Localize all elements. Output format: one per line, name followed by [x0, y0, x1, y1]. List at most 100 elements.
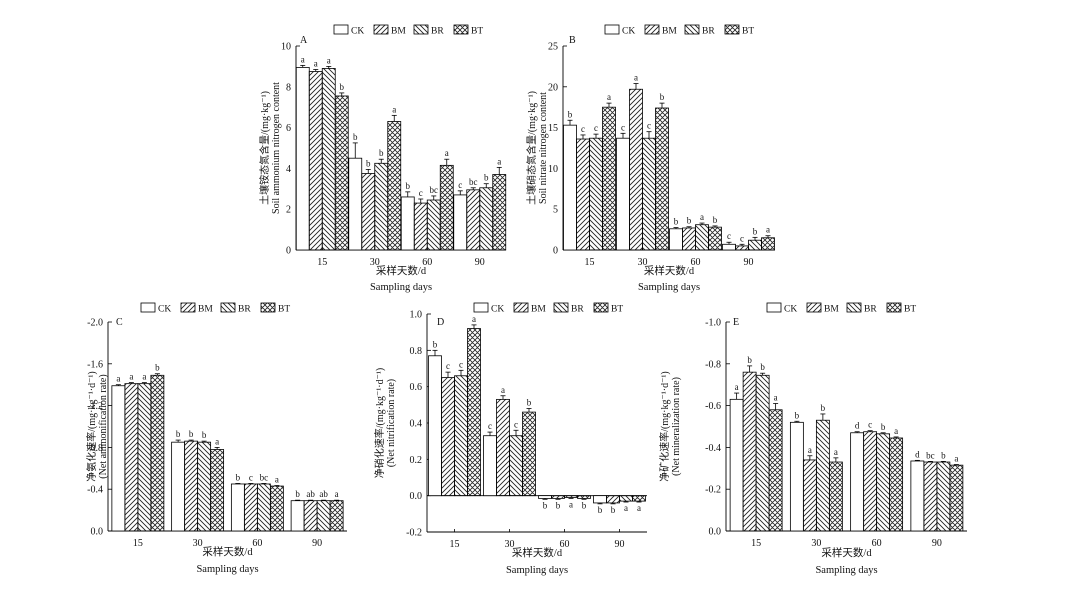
legend-label-bm: BM — [824, 305, 839, 315]
bar-ck — [453, 194, 468, 251]
x-axis-label-en: Sampling days — [196, 564, 258, 575]
legend-swatch-br — [220, 302, 236, 313]
bar-br — [321, 68, 336, 251]
bar-bt — [602, 106, 616, 251]
significance-letter: b — [366, 158, 371, 168]
legend-swatch-bm — [513, 302, 529, 313]
bar-br — [197, 441, 212, 532]
significance-letter: a — [275, 475, 279, 485]
bar-br — [426, 199, 441, 251]
x-axis-label-cn: 采样天数/d — [644, 264, 695, 277]
bar-ck — [290, 500, 305, 532]
y-axis-label-cn: 土壤铵态氮含量/(mg·kg⁻¹) — [258, 91, 271, 205]
significance-letter: b — [821, 403, 826, 413]
significance-letter: b — [795, 410, 800, 420]
bar-bm — [551, 495, 565, 499]
bar-bt — [828, 461, 843, 532]
bar-bt — [439, 164, 454, 251]
legend-label-bt: BT — [471, 27, 483, 37]
bar-bm — [303, 500, 318, 532]
y-tick-label: -0.2 — [406, 528, 422, 539]
significance-letter: a — [445, 148, 449, 158]
significance-letter: bc — [260, 472, 269, 482]
bar-bm — [923, 461, 938, 532]
legend-swatch-br — [553, 302, 569, 313]
x-axis-label-cn: 采样天数/d — [821, 546, 872, 559]
legend-swatch-bt — [593, 302, 609, 313]
significance-letter: a — [497, 156, 501, 166]
significance-letter: a — [634, 73, 638, 83]
significance-letter: a — [392, 104, 396, 114]
y-tick-label: -1.2 — [87, 401, 103, 412]
y-tick-label: 10 — [548, 164, 558, 175]
bar-br — [876, 433, 891, 532]
significance-letter: b — [747, 355, 752, 365]
y-tick-label: 1.0 — [410, 310, 423, 321]
significance-letter: ab — [306, 489, 315, 499]
significance-letter: a — [774, 393, 778, 403]
x-tick-label: 30 — [193, 538, 203, 549]
significance-letter: c — [488, 421, 492, 431]
y-tick-label: 20 — [548, 82, 558, 93]
panel-letter: D — [437, 317, 444, 328]
legend: CK BM BR BT — [333, 24, 483, 37]
bar-br — [936, 461, 951, 532]
bar-br — [755, 374, 770, 532]
bar-ck — [230, 483, 245, 532]
legend: CK BM BR BT — [604, 24, 754, 37]
bar-bt — [329, 500, 344, 532]
legend-swatch-bm — [806, 302, 822, 313]
significance-letter: b — [484, 173, 489, 183]
significance-letter: a — [116, 374, 120, 384]
significance-letter: a — [215, 436, 219, 446]
y-tick-label: 0.0 — [709, 527, 722, 538]
legend-swatch-br — [846, 302, 862, 313]
bar-bt — [210, 449, 225, 532]
significance-letter: b — [340, 82, 345, 92]
legend-label-bm: BM — [662, 27, 677, 37]
x-tick-label: 60 — [252, 538, 262, 549]
bar-bt — [467, 328, 481, 497]
significance-letter: b — [543, 500, 548, 510]
significance-letter: b — [611, 505, 616, 515]
y-tick-label: 0.8 — [410, 346, 423, 357]
bar-br — [316, 500, 331, 532]
bar-br — [748, 239, 762, 251]
y-axis-label-en: (Net ammonification rate) — [98, 374, 109, 478]
bar-ck — [910, 460, 925, 532]
bar-bm — [802, 459, 817, 532]
significance-letter: b — [353, 132, 358, 142]
significance-letter: ab — [319, 489, 328, 499]
significance-letter: c — [740, 233, 744, 243]
x-tick-label: 90 — [932, 538, 942, 549]
significance-letter: a — [766, 225, 770, 235]
bar-br — [815, 419, 830, 532]
legend-label-ck: CK — [351, 27, 364, 37]
legend-swatch-ck — [604, 24, 620, 35]
significance-letter: a — [894, 426, 898, 436]
bar-bt — [889, 437, 904, 532]
significance-letter: c — [514, 419, 518, 429]
legend-label-bt: BT — [904, 305, 916, 315]
y-tick-label: -0.2 — [705, 485, 721, 496]
y-tick-label: 0.4 — [410, 419, 423, 430]
bar-bt — [949, 464, 964, 532]
bar-bt — [387, 121, 402, 251]
legend-swatch-bm — [644, 24, 660, 35]
bar-bt — [492, 174, 507, 251]
significance-letter: b — [760, 362, 765, 372]
bar-bt — [632, 495, 646, 502]
significance-letter: c — [594, 123, 598, 133]
x-tick-label: 15 — [133, 538, 143, 549]
bar-bm — [682, 227, 696, 251]
significance-letter: bc — [926, 450, 935, 460]
x-tick-label: 90 — [475, 257, 485, 268]
bar-br — [479, 187, 494, 251]
y-axis-label-cn: 土壤硝态氮含量/(mg·kg⁻¹) — [525, 91, 538, 205]
significance-letter: a — [142, 372, 146, 382]
legend-swatch-ck — [333, 24, 349, 35]
